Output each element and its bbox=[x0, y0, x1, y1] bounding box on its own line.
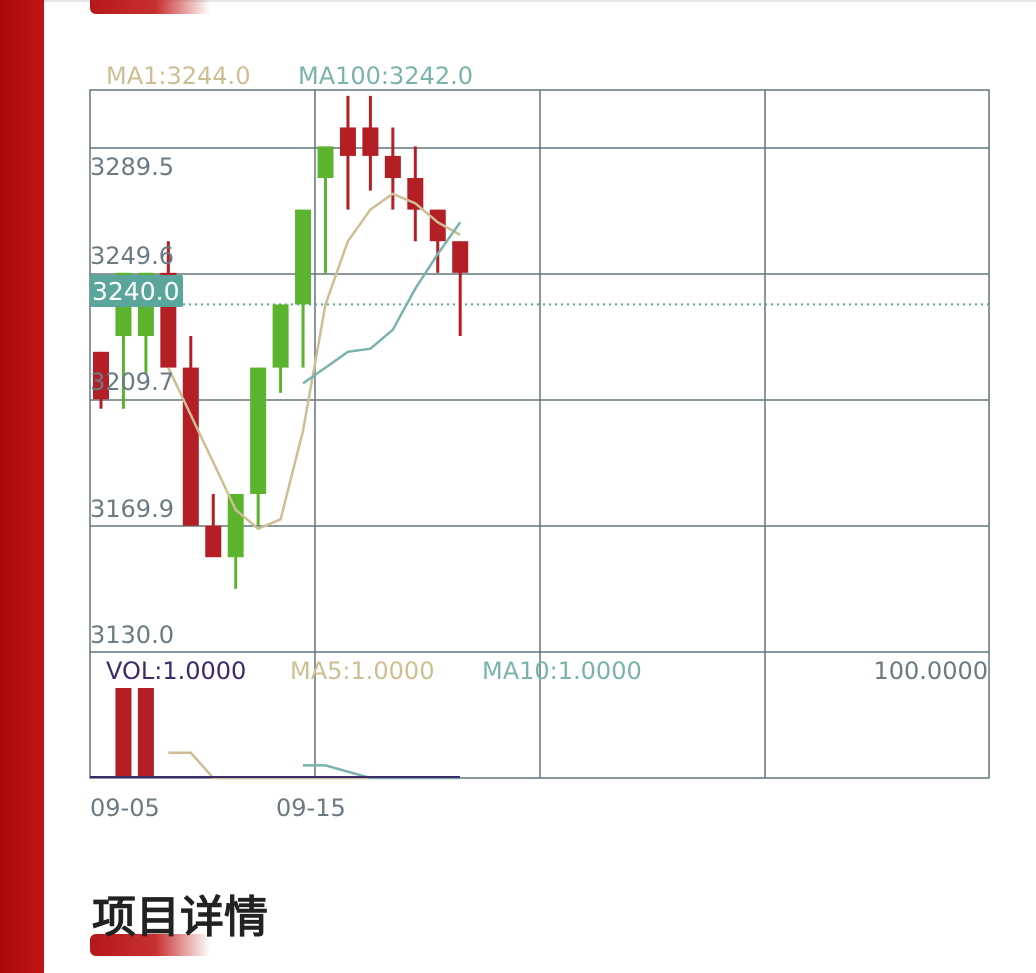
current-price-badge bbox=[90, 275, 183, 307]
candle-body bbox=[272, 304, 289, 368]
y-tick-label: 3130.0 bbox=[90, 621, 174, 649]
candle-body bbox=[205, 525, 222, 558]
y-tick-label: 3209.7 bbox=[90, 368, 174, 396]
top-accent-bar bbox=[90, 0, 210, 14]
vol-ma5-legend: MA5:1.0000 bbox=[290, 657, 434, 685]
vol-legend: VOL:1.0000 bbox=[106, 657, 246, 685]
volume-max-label: 100.0000 bbox=[873, 657, 988, 685]
y-tick-label: 3289.5 bbox=[90, 153, 174, 181]
vol-ma10-legend: MA10:1.0000 bbox=[482, 657, 642, 685]
candle-body bbox=[182, 367, 199, 526]
y-tick-label: 3249.6 bbox=[90, 242, 174, 270]
ma100-line bbox=[302, 221, 462, 385]
x-tick-label: 09-05 bbox=[90, 794, 160, 822]
ma1-legend: MA1:3244.0 bbox=[106, 62, 250, 90]
candle-body bbox=[250, 367, 267, 495]
volume-series bbox=[90, 688, 460, 778]
x-tick-label: 09-15 bbox=[276, 794, 346, 822]
chart-grid bbox=[89, 89, 990, 779]
volume-bar bbox=[137, 688, 154, 778]
y-tick-label: 3169.9 bbox=[90, 495, 174, 523]
section-title: 项目详情 bbox=[92, 892, 268, 943]
volume-bar bbox=[115, 688, 132, 778]
candle-body bbox=[227, 494, 244, 558]
candle-body bbox=[384, 155, 401, 179]
candle-body bbox=[317, 146, 334, 179]
candle-body bbox=[295, 209, 312, 305]
current-price-label: 3240.0 bbox=[92, 277, 179, 306]
ma1-line bbox=[167, 192, 461, 531]
candle-body bbox=[362, 127, 379, 156]
section-accent-bar bbox=[90, 934, 210, 956]
left-red-border bbox=[0, 0, 44, 973]
candle-body bbox=[93, 351, 109, 400]
top-divider bbox=[44, 0, 1036, 2]
candle-body bbox=[452, 241, 469, 273]
candle-body bbox=[339, 127, 356, 156]
ma100-legend: MA100:3242.0 bbox=[298, 62, 473, 90]
